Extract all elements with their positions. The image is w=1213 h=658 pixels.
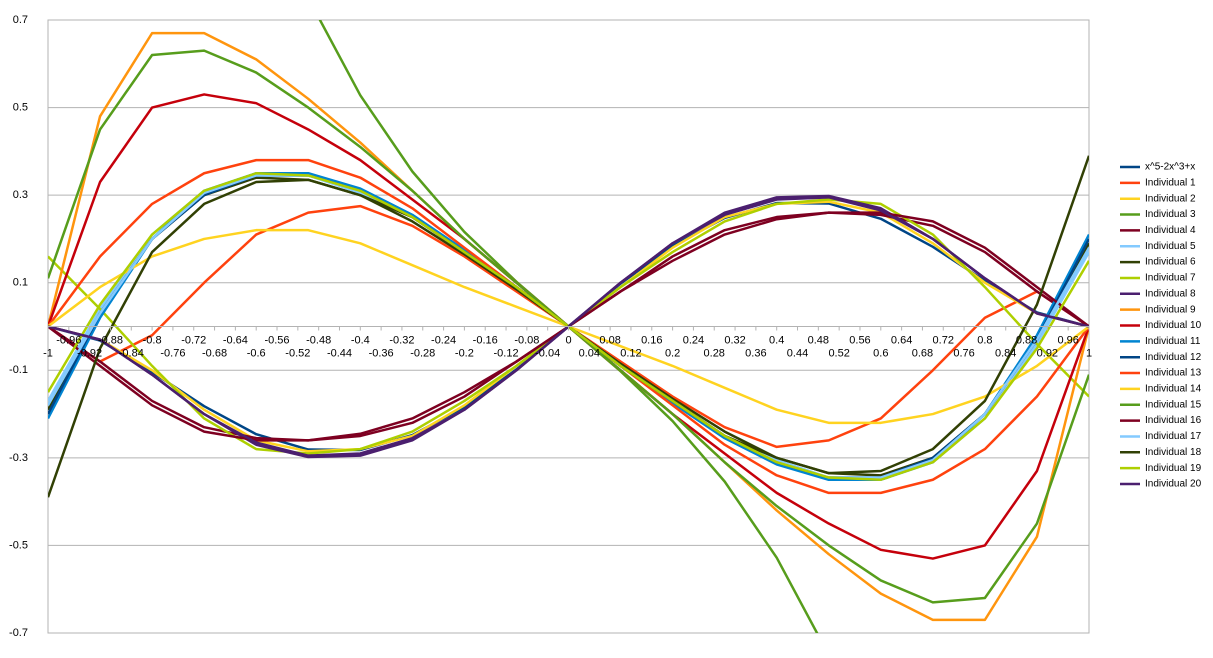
y-tick-label: 0.1 [13,277,28,289]
x-tick-label: -0.92 [77,347,102,359]
legend-label: Individual 8 [1145,288,1196,299]
x-tick-label: 0.84 [995,347,1016,359]
x-tick-label: -0.04 [535,347,560,359]
x-tick-label: 0.96 [1057,334,1078,346]
x-tick-label: -0.88 [98,334,123,346]
x-tick-label: 0.76 [953,347,974,359]
x-tick-label: 0.68 [912,347,933,359]
x-tick-label: -0.68 [202,347,227,359]
x-tick-label: -0.24 [431,334,456,346]
legend-label: Individual 14 [1145,384,1202,395]
x-tick-label: -0.16 [473,334,498,346]
x-tick-label: -0.36 [369,347,394,359]
legend: x^5-2x^3+x Individual 1 Individual 2 Indivi… [1120,162,1202,490]
x-tick-label: 0 [565,334,571,346]
x-tick-label: -0.52 [285,347,310,359]
legend-label: Individual 1 [1145,177,1196,188]
legend-label: Individual 20 [1145,479,1202,490]
y-tick-label: 0.5 [13,101,28,113]
x-tick-label: 0.24 [683,334,704,346]
x-tick-label: 0.92 [1037,347,1058,359]
y-tick-label: -0.3 [9,452,28,464]
x-tick-label: -0.28 [410,347,435,359]
x-tick-label: 0.2 [665,347,680,359]
axes: -0.7 -0.5 -0.3 -0.1 0.1 0.3 0.5 0.7 -1-0.96-0.92… [9,14,1092,639]
x-tick-label: -0.72 [181,334,206,346]
x-tick-label: 0.8 [977,334,992,346]
legend-label: Individual 12 [1145,352,1202,363]
x-tick-label: -0.4 [351,334,370,346]
x-tick-label: -0.64 [223,334,248,346]
x-tick-label: 0.64 [891,334,912,346]
y-tick-label: -0.5 [9,539,28,551]
x-tick-label: 0.56 [849,334,870,346]
x-tick-label: 0.72 [933,334,954,346]
legend-label: Individual 4 [1145,225,1196,236]
legend-label: Individual 16 [1145,415,1202,426]
legend-label: Individual 18 [1145,447,1202,458]
legend-label: Individual 7 [1145,273,1196,284]
x-tick-label: -0.2 [455,347,474,359]
y-tick-label: -0.7 [9,627,28,639]
x-tick-label: -1 [43,347,53,359]
x-tick-label: 0.52 [828,347,849,359]
x-tick-label: 0.44 [787,347,808,359]
x-tick-label: 1 [1086,347,1092,359]
x-tick-label: 0.88 [1016,334,1037,346]
x-tick-label: -0.44 [327,347,352,359]
x-tick-label: 0.48 [808,334,829,346]
legend-label: Individual 6 [1145,257,1196,268]
legend-label: Individual 17 [1145,431,1202,442]
x-tick-label: 0.28 [704,347,725,359]
x-tick-label: -0.48 [306,334,331,346]
legend-label: Individual 3 [1145,209,1196,220]
x-tick-label: -0.12 [494,347,519,359]
x-tick-label: -0.56 [264,334,289,346]
x-tick-label: -0.6 [247,347,266,359]
x-tick-label: 0.4 [769,334,784,346]
x-tick-label: 0.6 [873,347,888,359]
legend-label: Individual 5 [1145,241,1196,252]
x-tick-label: -0.08 [514,334,539,346]
legend-label: Individual 13 [1145,368,1202,379]
x-tick-label: 0.04 [579,347,600,359]
x-tick-label: -0.96 [56,334,81,346]
y-tick-label: 0.7 [13,14,28,26]
x-tick-label: 0.32 [724,334,745,346]
y-tick-label: -0.1 [9,364,28,376]
x-tick-label: 0.12 [620,347,641,359]
legend-label: Individual 2 [1145,193,1196,204]
legend-label: Individual 10 [1145,320,1202,331]
legend-label: x^5-2x^3+x [1145,162,1195,173]
y-tick-label: 0.3 [13,189,28,201]
legend-label: Individual 19 [1145,463,1202,474]
x-tick-label: -0.76 [160,347,185,359]
legend-label: Individual 9 [1145,304,1196,315]
x-tick-label: -0.32 [389,334,414,346]
x-tick-label: 0.08 [599,334,620,346]
legend-label: Individual 15 [1145,399,1202,410]
x-tick-label: -0.84 [119,347,144,359]
x-tick-label: 0.16 [641,334,662,346]
x-tick-label: 0.36 [745,347,766,359]
legend-label: Individual 11 [1145,336,1201,347]
x-tick-label: -0.8 [143,334,162,346]
